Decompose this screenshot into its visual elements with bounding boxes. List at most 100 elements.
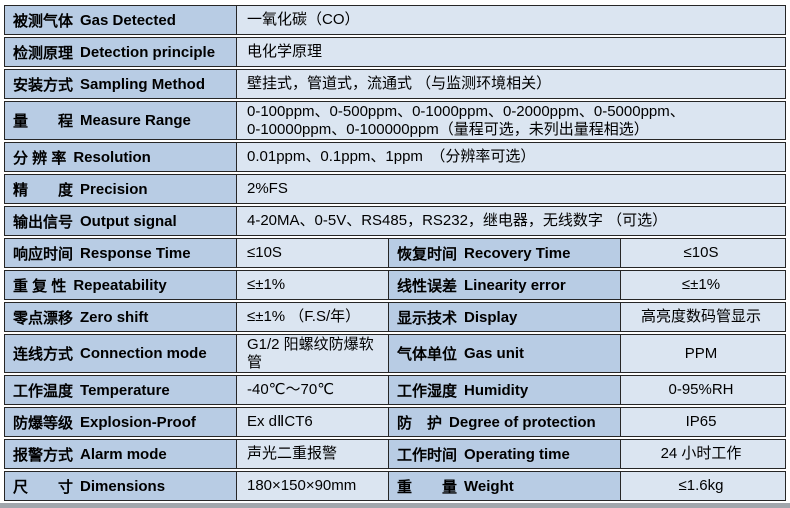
label-zh: 输出信号 — [13, 213, 74, 231]
label-en: Precision — [80, 180, 148, 198]
label-en: Output signal — [80, 212, 177, 230]
label-en: Degree of protection — [449, 413, 596, 431]
value-cell: IP65 — [620, 407, 786, 437]
value-cell: ≤±1% — [236, 270, 389, 300]
label-cell: 恢复时间 Recovery Time — [388, 238, 621, 268]
label-cell: 响应时间 Response Time — [4, 238, 237, 268]
value-cell: 0.01ppm、0.1ppm、1ppm （分辨率可选） — [236, 142, 786, 172]
label-zh: 显示技术 — [397, 309, 458, 327]
label-zh: 报警方式 — [13, 446, 74, 464]
label-en: Display — [464, 308, 518, 326]
table-row: 量 程 Measure Range 0-100ppm、0-500ppm、0-10… — [4, 101, 786, 140]
table-row: 检测原理 Detection principle 电化学原理 — [4, 37, 786, 67]
table-row: 零点漂移 Zero shift ≤±1% （F.S/年） 显示技术 Displa… — [4, 302, 786, 332]
value-cell: 2%FS — [236, 174, 786, 204]
label-en: Dimensions — [80, 477, 166, 495]
label-zh: 分 辨 率 — [13, 149, 67, 167]
bottom-edge-bar — [0, 503, 790, 508]
table-row: 输出信号 Output signal 4-20MA、0-5V、RS485，RS2… — [4, 206, 786, 236]
label-cell: 防 护 Degree of protection — [388, 407, 621, 437]
value-cell: 0-95%RH — [620, 375, 786, 405]
label-zh: 工作湿度 — [397, 382, 458, 400]
label-en: Resolution — [73, 148, 151, 166]
table-row: 安装方式 Sampling Method 壁挂式，管道式，流通式 （与监测环境相… — [4, 69, 786, 99]
table-row: 响应时间 Response Time ≤10S 恢复时间 Recovery Ti… — [4, 238, 786, 268]
label-zh: 重 复 性 — [13, 277, 67, 295]
label-en: Measure Range — [80, 112, 191, 129]
label-cell: 工作湿度 Humidity — [388, 375, 621, 405]
label-en: Sampling Method — [80, 75, 206, 93]
value-cell: 0-100ppm、0-500ppm、0-1000ppm、0-2000ppm、0-… — [236, 101, 786, 140]
label-cell: 报警方式 Alarm mode — [4, 439, 237, 469]
value-cell: 壁挂式，管道式，流通式 （与监测环境相关） — [236, 69, 786, 99]
label-cell: 安装方式 Sampling Method — [4, 69, 237, 99]
label-cell: 量 程 Measure Range — [4, 101, 237, 140]
label-en: Response Time — [80, 244, 191, 262]
table-row: 精 度 Precision 2%FS — [4, 174, 786, 204]
value-cell: G1/2 阳螺纹防爆软管 — [236, 334, 389, 373]
table-row: 重 复 性 Repeatability ≤±1% 线性误差 Linearity … — [4, 270, 786, 300]
label-cell: 线性误差 Linearity error — [388, 270, 621, 300]
value-cell: ≤10S — [236, 238, 389, 268]
label-cell: 重 量 Weight — [388, 471, 621, 501]
label-cell: 重 复 性 Repeatability — [4, 270, 237, 300]
label-cell: 被测气体 Gas Detected — [4, 5, 237, 35]
table-row: 分 辨 率 Resolution 0.01ppm、0.1ppm、1ppm （分辨… — [4, 142, 786, 172]
label-zh: 尺 寸 — [13, 478, 74, 496]
label-zh: 线性误差 — [397, 277, 458, 295]
label-cell: 输出信号 Output signal — [4, 206, 237, 236]
label-zh: 安装方式 — [13, 76, 74, 94]
spec-table: 被测气体 Gas Detected 一氧化碳（CO） 检测原理 Detectio… — [4, 5, 786, 501]
label-cell: 零点漂移 Zero shift — [4, 302, 237, 332]
value-cell: 24 小时工作 — [620, 439, 786, 469]
label-zh: 连线方式 — [13, 346, 74, 363]
value-cell: PPM — [620, 334, 786, 373]
label-zh: 恢复时间 — [397, 245, 458, 263]
label-zh: 工作时间 — [397, 446, 458, 464]
label-en: Zero shift — [80, 308, 149, 326]
label-cell: 尺 寸 Dimensions — [4, 471, 237, 501]
value-cell: -40℃～70℃ — [236, 375, 389, 405]
label-zh: 重 量 — [397, 478, 458, 496]
table-row: 被测气体 Gas Detected 一氧化碳（CO） — [4, 5, 786, 35]
label-en: Weight — [464, 477, 514, 495]
label-cell: 显示技术 Display — [388, 302, 621, 332]
label-zh: 防 护 — [397, 414, 443, 432]
value-cell: 电化学原理 — [236, 37, 786, 67]
label-en: Detection principle — [80, 43, 216, 61]
label-cell: 防爆等级 Explosion-Proof — [4, 407, 237, 437]
table-row: 报警方式 Alarm mode 声光二重报警 工作时间 Operating ti… — [4, 439, 786, 469]
table-row: 尺 寸 Dimensions 180×150×90mm 重 量 Weight ≤… — [4, 471, 786, 501]
value-cell: 声光二重报警 — [236, 439, 389, 469]
label-zh: 量 程 — [13, 113, 74, 130]
label-cell: 工作时间 Operating time — [388, 439, 621, 469]
value-cell: ≤±1% （F.S/年） — [236, 302, 389, 332]
label-en: Temperature — [80, 381, 170, 399]
label-zh: 精 度 — [13, 181, 74, 199]
label-zh: 零点漂移 — [13, 309, 74, 327]
value-cell: Ex dⅡCT6 — [236, 407, 389, 437]
value-cell: ≤1.6kg — [620, 471, 786, 501]
table-row: 防爆等级 Explosion-Proof Ex dⅡCT6 防 护 Degree… — [4, 407, 786, 437]
label-en: Gas unit — [464, 345, 525, 362]
table-row: 工作温度 Temperature -40℃～70℃ 工作湿度 Humidity … — [4, 375, 786, 405]
value-cell: 180×150×90mm — [236, 471, 389, 501]
label-cell: 检测原理 Detection principle — [4, 37, 237, 67]
label-zh: 被测气体 — [13, 12, 74, 30]
label-en: Linearity error — [464, 276, 566, 294]
label-cell: 工作温度 Temperature — [4, 375, 237, 405]
label-en: Alarm mode — [80, 445, 167, 463]
label-en: Connection mode — [80, 345, 207, 362]
label-en: Humidity — [464, 381, 529, 399]
table-row: 连线方式 Connection mode G1/2 阳螺纹防爆软管 气体单位 G… — [4, 334, 786, 373]
value-cell: 一氧化碳（CO） — [236, 5, 786, 35]
label-en: Repeatability — [73, 276, 167, 294]
label-zh: 响应时间 — [13, 245, 74, 263]
label-cell: 气体单位 Gas unit — [388, 334, 621, 373]
label-zh: 防爆等级 — [13, 414, 74, 432]
value-cell: ≤±1% — [620, 270, 786, 300]
label-zh: 检测原理 — [13, 44, 74, 62]
value-cell: 高亮度数码管显示 — [620, 302, 786, 332]
label-en: Operating time — [464, 445, 570, 463]
